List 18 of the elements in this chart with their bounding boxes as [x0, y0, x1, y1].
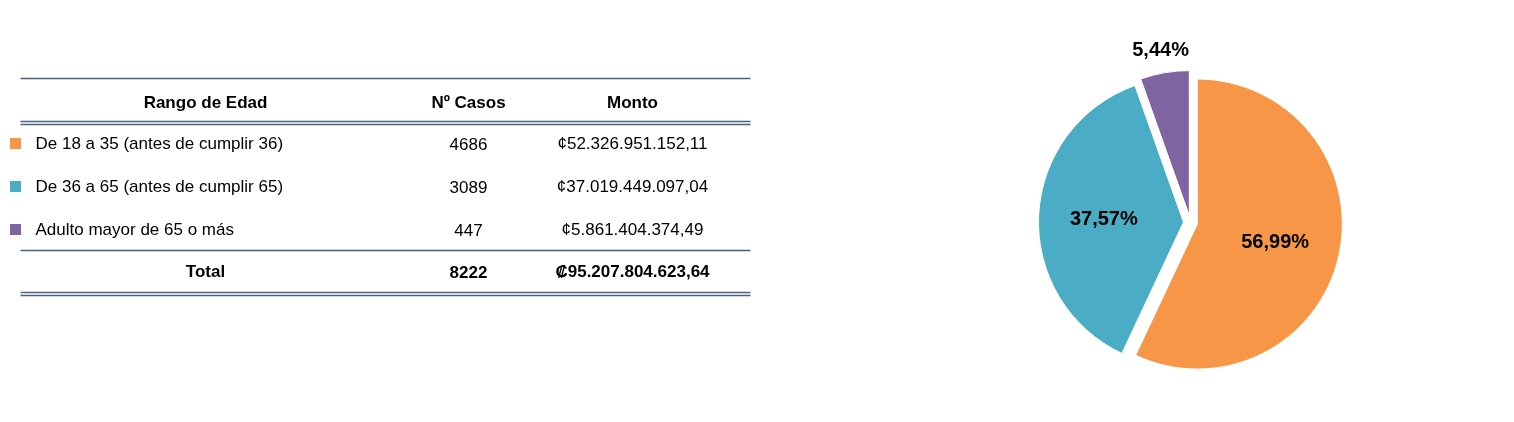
text: 447	[454, 220, 483, 240]
text: Total	[185, 262, 226, 281]
legend-title: Rango de Edad	[143, 93, 268, 112]
text: ¢5.861.404.374,49	[561, 220, 704, 239]
text: ¢37.019.449.097,04	[556, 177, 709, 196]
text: 3089	[449, 177, 488, 197]
legend-label: Adulto mayor de 65 o más	[35, 220, 234, 239]
data-label: 37,57%	[1069, 207, 1138, 230]
text: ₡95.207.804.623,64	[555, 262, 711, 281]
legend-label: De 36 a 65 (antes de cumplir 65)	[35, 177, 284, 196]
text: Nº Casos	[431, 93, 506, 112]
data-label: 56,99%	[1241, 230, 1310, 253]
data-label: 5,44%	[1132, 38, 1190, 61]
text: Monto	[607, 93, 658, 112]
text: ¢52.326.951.152,11	[557, 134, 708, 153]
text: 8222	[449, 262, 488, 282]
text: 4686	[449, 134, 488, 154]
legend-label: De 18 a 35 (antes de cumplir 36)	[35, 134, 284, 153]
